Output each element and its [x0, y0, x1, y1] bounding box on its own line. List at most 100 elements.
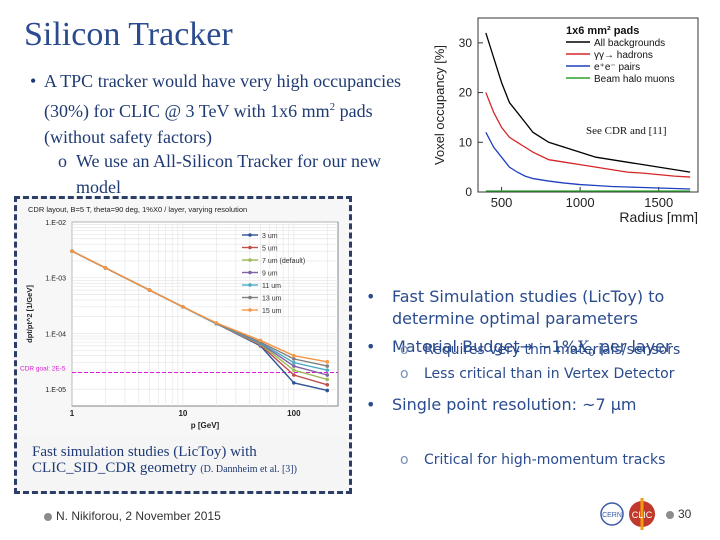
res-legend-label: 13 um: [262, 296, 282, 303]
res-title: CDR layout, B=5 T, theta=90 deg, 1%X0 / …: [28, 205, 247, 214]
res-x-axis-label: p [GeV]: [191, 421, 220, 430]
bullet-tpc-sup: 2: [329, 101, 336, 113]
occ-plot-area: [477, 17, 699, 193]
footer-text: N. Nikiforou, 2 November 2015: [56, 509, 221, 523]
page-number-text: 30: [678, 507, 692, 521]
page-dot: [666, 510, 674, 519]
cern-logo: [600, 502, 624, 526]
occ-y-axis-label: Voxel occupancy [%]: [432, 45, 447, 165]
right-subbullet-thin-text: Requires very thin materials/sensors: [424, 342, 681, 358]
right-bullet-fast-sim-text: Fast Simulation studies (LicToy) to dete…: [392, 287, 665, 328]
right-bullet-mark: •: [366, 395, 376, 414]
occ-legend-label: e⁺e⁻ pairs: [594, 62, 640, 73]
occ-y-tick-label: 10: [459, 135, 473, 149]
res-y-tick-label: 1.E-03: [45, 276, 66, 283]
res-x-tick-label: 100: [287, 409, 301, 418]
res-series-point: [325, 383, 330, 387]
res-series-line: [71, 250, 328, 363]
occ-y-tick-label: 0: [465, 185, 472, 199]
res-plot-area: [71, 221, 339, 407]
resolution-chart: CDR layout, B=5 T, theta=90 deg, 1%X0 / …: [18, 200, 348, 436]
bullet-tpc: • A TPC tracker would have very high occ…: [22, 68, 422, 150]
cern-clic-logos: CERN CLIC: [600, 498, 655, 530]
right-subbullet-less-critical: o Less critical than in Vertex Detector: [400, 364, 710, 384]
res-legend-marker: [248, 308, 252, 312]
occ-y-tick-label: 20: [459, 86, 473, 100]
right-subbullet-less-critical-text: Less critical than in Vertex Detector: [424, 366, 675, 382]
right-bullet-material-text: Material Budget→ ~1%X0 per layer: [392, 336, 706, 365]
right-bullet-resolution-text: Single point resolution: ~7 μm: [392, 395, 637, 414]
res-series-point: [292, 360, 296, 365]
res-series-point: [292, 381, 296, 385]
res-series-point: [292, 353, 296, 358]
occ-x-tick-label: 1000: [566, 195, 595, 210]
bullet-tpc-text-pre: A TPC tracker would have very high occup…: [44, 71, 402, 121]
bullet-tpc-text-post: pads (without safety factors): [44, 101, 373, 147]
res-y-tick-label: 1.E-04: [45, 331, 66, 338]
material-pre: Material Budget→ ~1%: [392, 337, 577, 356]
see-cdr-note: See CDR and [11]: [586, 125, 667, 137]
res-legend-marker: [248, 233, 252, 237]
subbullet-mark: o: [58, 151, 67, 171]
occ-legend-label: Beam halo muons: [594, 74, 675, 85]
res-series-point: [147, 288, 152, 292]
res-series-point: [292, 373, 296, 377]
res-series-point: [70, 249, 74, 253]
cern-logo-text: CERN: [602, 512, 622, 519]
res-series-point: [258, 338, 263, 343]
right-bullet-fast-sim: • Fast Simulation studies (LicToy) to de…: [366, 286, 706, 330]
res-legend-label: 9 um: [262, 271, 278, 278]
res-series-point: [292, 364, 296, 368]
caption-reference: (D. Dannheim et al. [3]): [200, 464, 297, 475]
occ-legend-label: All backgrounds: [594, 38, 665, 49]
res-goal-label: CDR goal: 2E-5: [20, 365, 66, 372]
res-legend-label: 11 um: [262, 283, 281, 290]
res-series-point: [325, 368, 330, 372]
right-sub-mark: o: [400, 366, 409, 382]
occ-y-tick-label: 30: [459, 36, 473, 50]
res-x-tick-label: 1: [70, 409, 75, 418]
right-subbullet-momentum-text: Critical for high-momentum tracks: [424, 452, 666, 468]
res-legend-label: 15 um: [262, 308, 282, 315]
res-legend-label: 5 um: [262, 246, 278, 253]
right-bullet-mark: •: [366, 337, 376, 356]
bullet-tpc-text: A TPC tracker would have very high occup…: [44, 68, 422, 150]
footer: N. Nikiforou, 2 November 2015: [44, 509, 221, 523]
res-series-point: [292, 357, 296, 361]
res-series-point: [325, 377, 330, 382]
bullet-mark: •: [30, 71, 37, 91]
caption-main: Fast simulation studies (LicToy) with CL…: [32, 444, 257, 476]
res-series-point: [214, 321, 219, 325]
right-bullet-material: • Material Budget→ ~1%X0 per layer: [366, 336, 706, 365]
res-series-point: [325, 364, 330, 368]
res-legend-marker: [248, 258, 252, 262]
footer-dot: [44, 512, 52, 521]
right-sub-mark: o: [400, 342, 409, 358]
res-legend-label: 7 um (default): [262, 258, 305, 265]
occ-x-axis-label: Radius [mm]: [619, 209, 698, 224]
occ-series-line: [485, 32, 691, 173]
res-y-tick-label: 1.E-02: [45, 220, 66, 227]
right-subbullet-thin: o Requires very thin materials/sensors: [400, 340, 710, 360]
res-series-point: [325, 373, 330, 377]
material-sub: 0: [588, 348, 595, 360]
res-y-axis-label: dpt/pt^2 [1/GeV]: [25, 285, 34, 343]
right-subbullet-momentum: o Critical for high-momentum tracks: [400, 450, 710, 470]
slide-title: Silicon Tracker: [24, 16, 233, 53]
occ-legend-title: 1x6 mm² pads: [566, 25, 639, 37]
page-number: 30: [666, 507, 691, 521]
res-legend-marker: [248, 245, 252, 250]
occ-series-line: [485, 132, 691, 190]
res-series-point: [181, 305, 185, 309]
res-legend-label: 3 um: [262, 233, 278, 240]
occ-x-tick-label: 1500: [644, 195, 673, 210]
material-x: X: [576, 337, 589, 356]
chart-caption: Fast simulation studies (LicToy) with CL…: [32, 444, 332, 478]
subbullet-all-silicon-text: We use an All-Silicon Tracker for our ne…: [76, 151, 381, 197]
occ-x-tick-label: 500: [491, 195, 513, 210]
res-series-point: [292, 368, 296, 372]
res-x-tick-label: 10: [178, 409, 187, 418]
right-bullet-mark: •: [366, 287, 376, 306]
res-y-tick-label: 1.E-05: [45, 387, 66, 394]
